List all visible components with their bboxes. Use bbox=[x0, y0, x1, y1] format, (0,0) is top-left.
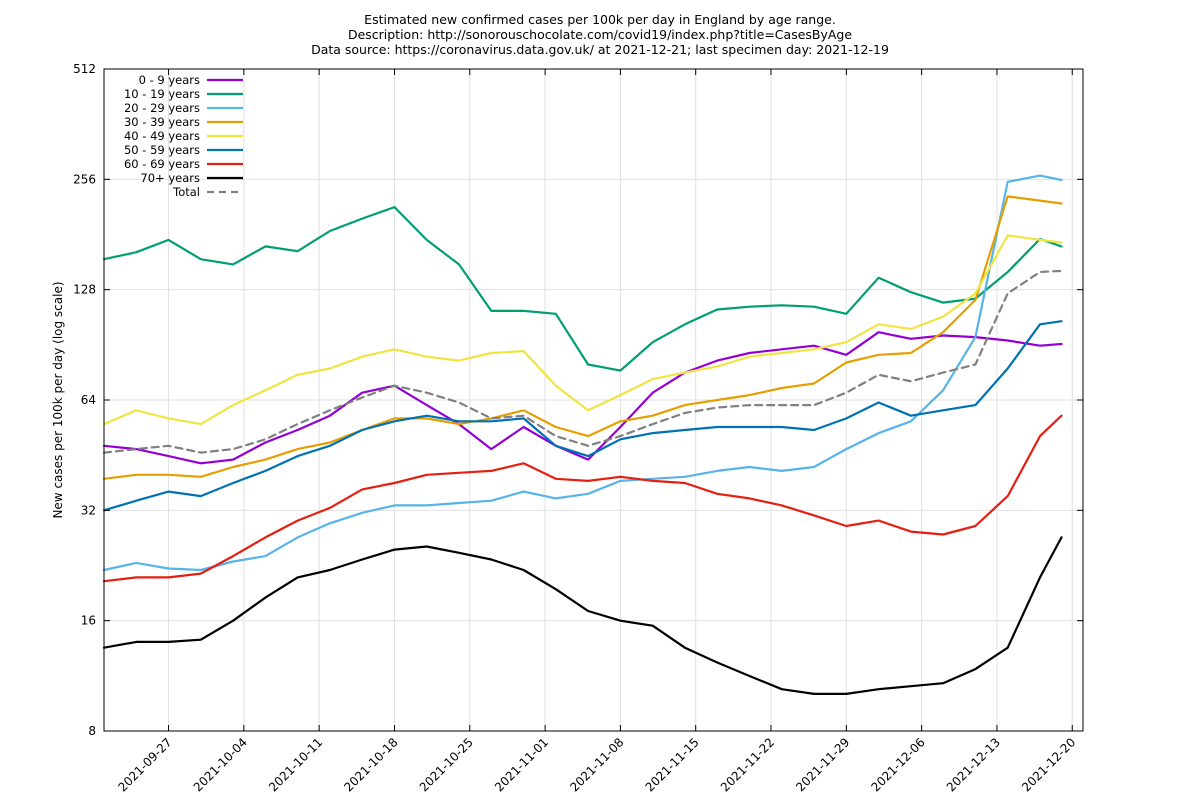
legend-label: 40 - 49 years bbox=[124, 129, 200, 143]
x-tick-label: 2021-10-04 bbox=[191, 735, 250, 794]
chart-title-line: Estimated new confirmed cases per 100k p… bbox=[364, 12, 836, 27]
legend-label: 20 - 29 years bbox=[124, 101, 200, 115]
series-line bbox=[102, 414, 1063, 583]
chart-title-line: Data source: https://coronavirus.data.go… bbox=[311, 42, 889, 57]
x-tick-label: 2021-09-27 bbox=[115, 735, 174, 794]
x-tick-label: 2021-12-13 bbox=[944, 735, 1003, 794]
chart-title: Estimated new confirmed cases per 100k p… bbox=[311, 12, 889, 57]
x-tick-label: 2021-10-25 bbox=[417, 735, 476, 794]
x-tick-label: 2021-12-06 bbox=[869, 735, 928, 794]
y-tick-label: 256 bbox=[73, 172, 96, 186]
chart-title-line: Description: http://sonorouschocolate.co… bbox=[348, 27, 852, 42]
y-tick-label: 64 bbox=[81, 393, 96, 407]
x-tick-label: 2021-11-29 bbox=[793, 735, 852, 794]
legend-label: 60 - 69 years bbox=[124, 157, 200, 171]
y-tick-label: 16 bbox=[81, 614, 96, 628]
x-tick-label: 2021-12-20 bbox=[1019, 735, 1078, 794]
legend-label: 30 - 39 years bbox=[124, 115, 200, 129]
legend-label: 50 - 59 years bbox=[124, 143, 200, 157]
x-tick-label: 2021-11-08 bbox=[567, 735, 626, 794]
grid-lines bbox=[104, 68, 1083, 732]
y-axis-label: New cases per 100k per day (log scale) bbox=[51, 281, 65, 518]
series-line bbox=[102, 174, 1063, 572]
series-line bbox=[102, 234, 1063, 426]
y-axis-ticks: 8 16 32 64 128 256 512 bbox=[73, 62, 1083, 738]
x-tick-label: 2021-11-01 bbox=[492, 735, 551, 794]
series-lines bbox=[102, 174, 1063, 696]
series-line bbox=[102, 536, 1063, 696]
y-tick-label: 8 bbox=[88, 724, 96, 738]
legend-label: Total bbox=[172, 185, 200, 199]
series-line bbox=[102, 320, 1063, 512]
y-tick-label: 512 bbox=[73, 62, 96, 76]
legend-label: 10 - 19 years bbox=[124, 87, 200, 101]
x-tick-label: 2021-10-18 bbox=[341, 735, 400, 794]
legend-label: 70+ years bbox=[140, 171, 200, 185]
series-line bbox=[102, 206, 1063, 372]
y-tick-label: 128 bbox=[73, 283, 96, 297]
x-tick-label: 2021-11-15 bbox=[643, 735, 702, 794]
series-line bbox=[102, 331, 1063, 465]
series-line bbox=[102, 269, 1063, 454]
x-tick-label: 2021-10-11 bbox=[266, 735, 325, 794]
x-tick-label: 2021-11-22 bbox=[718, 735, 777, 794]
series-line bbox=[102, 195, 1063, 480]
legend-label: 0 - 9 years bbox=[139, 73, 200, 87]
y-tick-label: 32 bbox=[81, 503, 96, 517]
